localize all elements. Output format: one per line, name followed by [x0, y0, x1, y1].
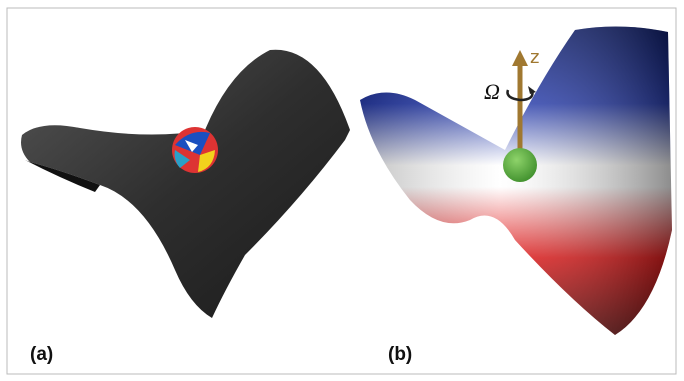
panel-b: z Ω (b): [360, 26, 672, 365]
rotation-label: Ω: [484, 79, 500, 104]
axis-label: z: [530, 47, 539, 68]
green-ball: [503, 148, 537, 182]
page: {"panels": [{"label": "(a)"}, {"label": …: [0, 0, 684, 381]
figure: (a) z Ω (b): [0, 0, 684, 381]
panel-label: (a): [30, 344, 53, 365]
rotation-arrow-head: [528, 86, 536, 94]
axis-arrow: [512, 50, 528, 66]
panel-label: (b): [388, 344, 412, 365]
panel-a: (a): [21, 50, 350, 365]
saddle-photo: [21, 50, 350, 318]
